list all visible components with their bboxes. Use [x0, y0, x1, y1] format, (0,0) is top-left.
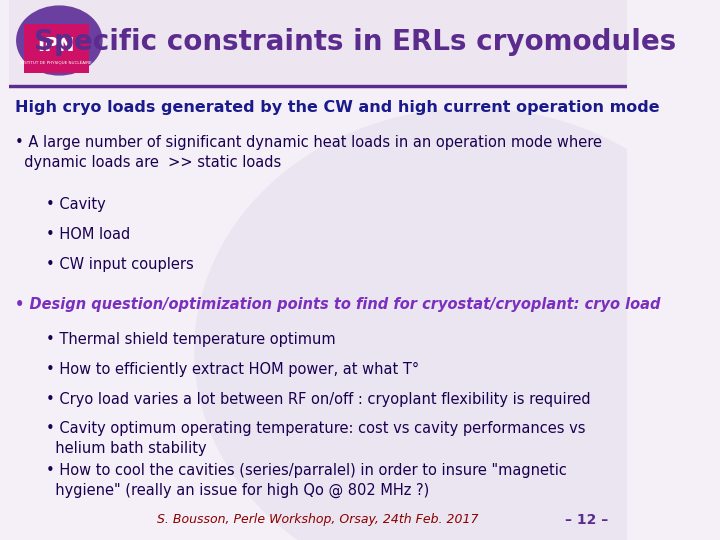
Text: • A large number of significant dynamic heat loads in an operation mode where
  : • A large number of significant dynamic …	[15, 135, 602, 170]
Text: – 12 –: – 12 –	[565, 512, 608, 526]
Circle shape	[194, 108, 720, 540]
Text: INSTITUT DE PHYSIQUE NUCLÉAIRE: INSTITUT DE PHYSIQUE NUCLÉAIRE	[20, 62, 92, 66]
Text: • Thermal shield temperature optimum: • Thermal shield temperature optimum	[46, 332, 336, 347]
Text: • How to cool the cavities (series/parralel) in order to insure "magnetic
  hygi: • How to cool the cavities (series/parra…	[46, 463, 567, 498]
FancyBboxPatch shape	[24, 24, 89, 73]
Text: • Cavity optimum operating temperature: cost vs cavity performances vs
  helium : • Cavity optimum operating temperature: …	[46, 421, 585, 456]
Text: ORSAY: ORSAY	[46, 66, 67, 72]
Ellipse shape	[16, 5, 103, 76]
Text: High cryo loads generated by the CW and high current operation mode: High cryo loads generated by the CW and …	[15, 100, 660, 115]
Text: • CW input couplers: • CW input couplers	[46, 256, 194, 272]
Text: • Design question/optimization points to find for cryostat/cryoplant: cryo load: • Design question/optimization points to…	[15, 297, 660, 312]
FancyBboxPatch shape	[9, 0, 627, 84]
Text: • Cryo load varies a lot between RF on/off : cryoplant flexibility is required: • Cryo load varies a lot between RF on/o…	[46, 392, 590, 407]
Text: • How to efficiently extract HOM power, at what T°: • How to efficiently extract HOM power, …	[46, 362, 419, 377]
Text: • HOM load: • HOM load	[46, 227, 130, 242]
Text: Specific constraints in ERLs cryomodules: Specific constraints in ERLs cryomodules	[34, 28, 676, 56]
Text: IPN: IPN	[37, 36, 75, 56]
Text: • Cavity: • Cavity	[46, 197, 106, 212]
Text: S. Bousson, Perle Workshop, Orsay, 24th Feb. 2017: S. Bousson, Perle Workshop, Orsay, 24th …	[157, 514, 479, 526]
